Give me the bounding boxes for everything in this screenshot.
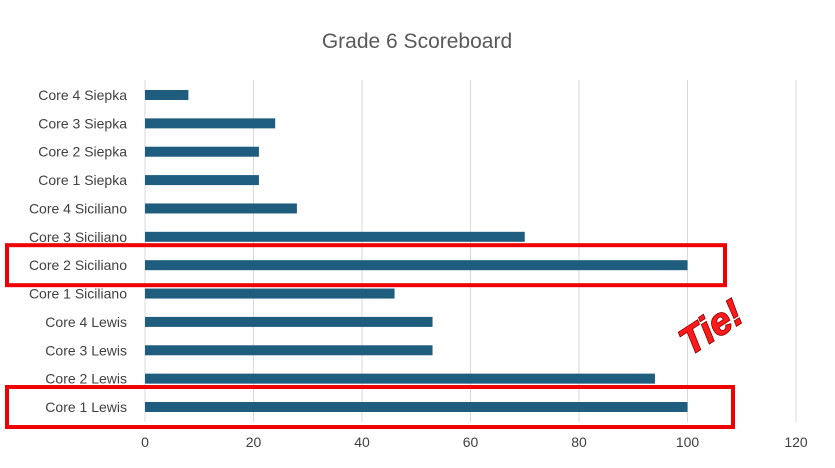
highlight-boxes [5, 243, 735, 429]
category-label: Core 1 Siciliano [29, 286, 127, 302]
category-label: Core 4 Lewis [45, 314, 127, 330]
chart-title: Grade 6 Scoreboard [322, 30, 512, 53]
x-tick-label: 60 [463, 434, 479, 450]
category-label: Core 3 Lewis [45, 342, 127, 358]
x-tick-label: 20 [246, 434, 262, 450]
bar [145, 345, 433, 356]
x-tick-label: 80 [571, 434, 587, 450]
category-label: Core 2 Siepka [38, 144, 127, 160]
x-axis-tick-labels: 0 20 40 60 80 100 120 [141, 434, 808, 450]
bar [145, 260, 688, 271]
grid-lines [144, 80, 797, 422]
category-label: Core 2 Siciliano [29, 257, 127, 273]
bar [145, 90, 189, 100]
bar [145, 402, 688, 412]
bars [145, 90, 688, 412]
x-tick-label: 120 [784, 434, 808, 450]
category-labels: Core 4 Siepka Core 3 Siepka Core 2 Siepka C… [29, 87, 127, 415]
category-label: Core 4 Siepka [38, 87, 127, 103]
bar [145, 118, 276, 129]
x-tick-label: 0 [141, 434, 149, 450]
bar [145, 288, 395, 299]
bar [145, 231, 525, 242]
bar [145, 146, 259, 157]
highlight-box [5, 385, 735, 429]
bar [145, 203, 297, 214]
highlight-box [5, 243, 727, 288]
category-label: Core 2 Lewis [45, 371, 127, 387]
category-label: Core 3 Siciliano [29, 229, 127, 245]
category-label: Core 1 Siepka [38, 172, 127, 188]
category-label: Core 4 Siciliano [29, 200, 127, 216]
category-label: Core 1 Lewis [45, 399, 127, 415]
category-label: Core 3 Siepka [38, 115, 127, 131]
bar [145, 175, 259, 186]
bar [145, 373, 655, 384]
x-tick-label: 40 [354, 434, 370, 450]
bar [145, 316, 433, 327]
x-tick-label: 100 [676, 434, 700, 450]
